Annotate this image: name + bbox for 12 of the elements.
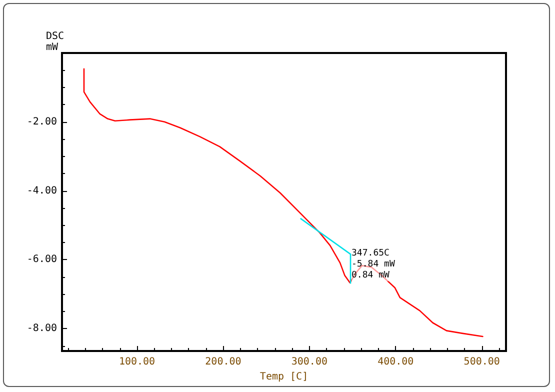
x-axis-title: Temp [C] <box>260 371 308 382</box>
y-tick-label: -2.00 <box>26 116 57 128</box>
annotation: 347.65C -5.84 mW 0.84 mW <box>352 248 396 281</box>
y-tick-label: -6.00 <box>26 254 57 266</box>
y-tick-label: -8.00 <box>26 323 57 334</box>
x-tick-label: 400.00 <box>378 356 414 368</box>
y-axis-title: DSC mW <box>46 31 64 53</box>
x-tick-label: 200.00 <box>205 356 242 368</box>
x-tick-label: 300.00 <box>291 356 328 368</box>
x-tick-label: 500.00 <box>464 356 500 368</box>
x-tick-label: 100.00 <box>118 356 156 368</box>
y-tick-label: -4.00 <box>26 185 57 196</box>
